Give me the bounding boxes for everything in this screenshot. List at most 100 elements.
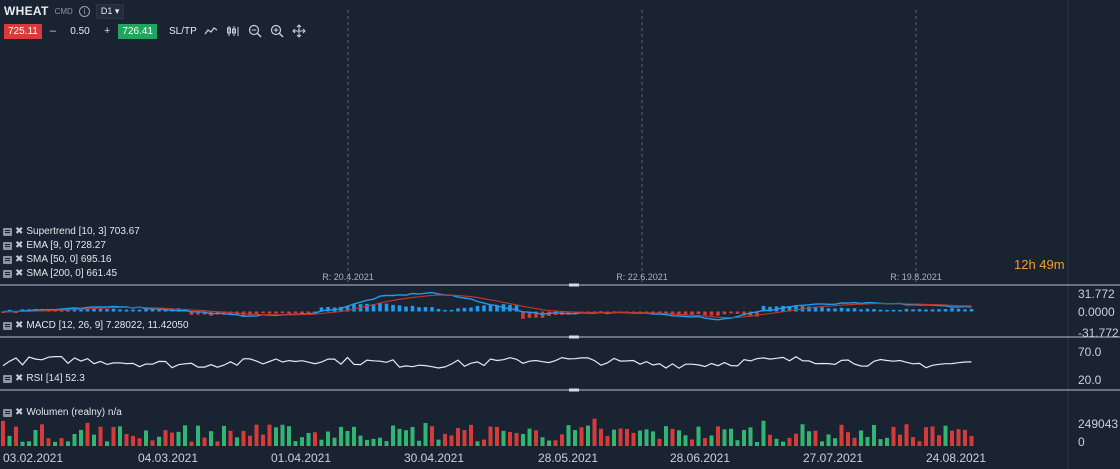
macd-histogram-bar [105,309,109,312]
decrease-quantity-button[interactable]: – [49,25,56,37]
volume-bar [391,425,395,446]
candlestick-icon[interactable] [225,23,241,39]
macd-histogram-bar [202,311,207,315]
macd-histogram-bar [729,311,733,314]
settings-icon[interactable] [3,227,12,236]
volume-bar [839,424,844,446]
volume-bar [709,435,714,446]
remove-indicator-icon[interactable]: ✖ [15,373,24,384]
remove-indicator-icon[interactable]: ✖ [15,407,24,418]
rsi-tick-label: 70.0 [1078,345,1102,359]
timeframe-select[interactable]: D1 ▾ [95,3,125,19]
rsi-tick-label: 20.0 [1078,373,1102,387]
macd-histogram-bar [755,311,759,317]
volume-bar [748,427,753,446]
remove-indicator-icon[interactable]: ✖ [15,268,24,279]
settings-icon[interactable] [3,321,12,330]
macd-histogram-bar [475,305,480,312]
settings-icon[interactable] [3,269,12,278]
macd-histogram-bar [527,311,532,318]
volume-bar [417,440,421,446]
volume-bar [378,437,382,446]
macd-histogram-bar [339,306,343,312]
legend-sma50-text: SMA [50, 0] 695.16 [26,254,112,265]
crosshair-icon[interactable] [291,23,307,39]
macd-histogram-bar [124,309,129,312]
macd-histogram-bar [482,305,486,312]
volume-bar [872,424,876,446]
quantity-input[interactable]: 0.50 [70,25,90,37]
volume-bar [605,436,610,446]
remove-indicator-icon[interactable]: ✖ [15,320,24,331]
volume-bar [20,441,25,446]
volume-bar [560,434,564,446]
macd-histogram-bar [748,311,753,317]
line-chart-icon[interactable] [203,23,219,39]
info-icon[interactable]: i [78,5,90,17]
macd-histogram-bar [98,308,103,312]
settings-icon[interactable] [3,374,12,383]
volume-bar [209,431,213,446]
legend-sma200-text: SMA [200, 0] 661.45 [26,268,118,279]
volume-bar [456,428,460,446]
sell-button[interactable]: 725.11 [4,23,42,39]
volume-bar [345,430,350,446]
zoom-out-icon[interactable] [247,23,263,39]
macd-histogram-bar [735,311,740,314]
remove-indicator-icon[interactable]: ✖ [15,226,24,237]
date-tick-label: 28.06.2021 [670,451,730,465]
sl-tp-button[interactable]: SL/TP [169,25,197,37]
macd-histogram-bar [228,311,233,315]
volume-bar [202,437,207,446]
volume-bar [118,426,122,446]
macd-signal-line [2,294,972,319]
volume-bar [833,438,837,446]
macd-histogram-bar [417,307,421,312]
macd-histogram-bar [956,308,961,312]
volume-bar [930,426,935,446]
volume-bar [846,432,850,446]
volume-bar [111,426,116,446]
macd-histogram-bar [891,309,896,312]
macd-histogram-bar [664,311,668,315]
volume-bar [319,439,324,446]
volume-bar [612,429,616,446]
macd-panel: 31.772 0.0000 -31.772 [1,287,1119,340]
volume-bar [716,426,720,446]
remove-indicator-icon[interactable]: ✖ [15,254,24,265]
macd-histogram-bar [397,305,402,312]
macd-histogram-bar [423,307,428,312]
volume-bar [72,433,77,446]
volume-bar [14,426,18,446]
volume-bar [215,441,220,446]
price-axis: 753.75704.56679.96655.37630.77606.17581.… [1067,0,1069,469]
volume-bar [410,426,415,446]
macd-histogram-bar [677,311,681,315]
macd-histogram-bar [352,304,356,312]
macd-histogram-bar [813,306,818,312]
zoom-in-icon[interactable] [269,23,285,39]
legend-ema-text: EMA [9, 0] 728.27 [26,240,106,251]
volume-bar [521,433,525,446]
volume-bar [404,430,408,446]
volume-bar [917,441,922,446]
settings-icon[interactable] [3,408,12,417]
settings-icon[interactable] [3,255,12,264]
macd-histogram-bar [917,309,922,312]
macd-histogram-bar [319,307,324,312]
macd-histogram-bar [345,305,350,312]
volume-tick-label: 0 [1078,435,1085,449]
volume-bar [501,430,506,446]
volume-bar [599,428,603,446]
increase-quantity-button[interactable]: + [103,25,111,37]
remove-indicator-icon[interactable]: ✖ [15,240,24,251]
symbol-name: WHEAT [4,4,49,18]
volume-bar [339,426,343,446]
settings-icon[interactable] [3,241,12,250]
volume-bar [137,438,142,446]
buy-button[interactable]: 726.41 [118,23,157,39]
volume-bar [423,423,428,446]
volume-bar [469,424,473,446]
volume-bar [573,430,577,446]
